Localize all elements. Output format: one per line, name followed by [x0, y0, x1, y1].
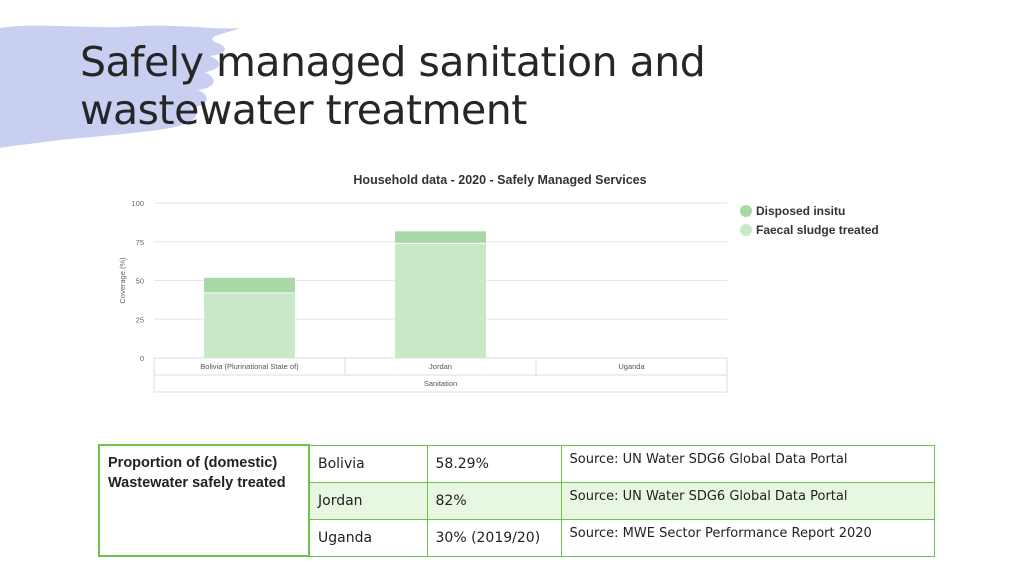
legend-item-disposed-insitu[interactable]: Disposed insitu	[740, 201, 879, 220]
table-cell-country: Jordan	[308, 481, 428, 520]
chart-plot: 0 25 50 75 100 Coverage (%) Bolivia (Plurinati…	[118, 199, 728, 393]
bar-segment	[203, 277, 296, 294]
y-tick-label: 75	[136, 238, 144, 247]
table-row-label: Proportion of (domestic) Wastewater safe…	[98, 444, 310, 557]
bar-segment	[203, 292, 296, 359]
legend-label-disposed-insitu: Disposed insitu	[756, 203, 846, 218]
y-tick-label: 50	[136, 277, 144, 286]
household-chart: Household data - 2020 - Safely Managed S…	[110, 165, 910, 400]
table-cell-country: Bolivia	[308, 444, 428, 483]
table-cell-value: 30% (2019/20)	[426, 518, 562, 557]
slide-title: Safely managed sanitation and wastewater…	[80, 38, 840, 134]
table-cell-country: Uganda	[308, 518, 428, 557]
table-cell-source: Source: MWE Sector Performance Report 20…	[560, 518, 935, 557]
legend-swatch-disposed-insitu	[740, 204, 752, 217]
table-row: Uganda 30% (2019/20) Source: MWE Sector …	[99, 518, 935, 557]
table-cell-value: 82%	[426, 481, 562, 520]
y-tick-label: 100	[131, 199, 144, 208]
y-tick-label: 0	[140, 354, 144, 363]
y-axis-label: Coverage (%)	[118, 257, 127, 304]
table-cell-source: Source: UN Water SDG6 Global Data Portal	[560, 481, 935, 520]
x-group-label: Sanitation	[424, 379, 457, 388]
legend-swatch-faecal-sludge-treated	[740, 223, 752, 236]
legend-item-faecal-sludge-treated[interactable]: Faecal sludge treated	[740, 220, 879, 239]
x-tick-label: Bolivia (Plurinational State of)	[200, 362, 299, 371]
table-row: Jordan 82% Source: UN Water SDG6 Global …	[99, 481, 935, 520]
slide-title-line-1: Safely managed sanitation and	[80, 38, 706, 86]
table-cell-source: Source: UN Water SDG6 Global Data Portal	[560, 444, 935, 483]
chart-title: Household data - 2020 - Safely Managed S…	[353, 173, 647, 187]
table-row: Proportion of (domestic) Wastewater safe…	[98, 444, 935, 557]
table-cell-value: 58.29%	[426, 444, 562, 483]
bar-segment	[394, 242, 487, 359]
slide-title-line-2: wastewater treatment	[80, 86, 527, 134]
legend-label-faecal-sludge-treated: Faecal sludge treated	[756, 222, 879, 237]
y-tick-label: 25	[136, 315, 144, 324]
x-tick-label: Jordan	[429, 362, 452, 371]
chart-legend: Disposed insitu Faecal sludge treated	[740, 201, 879, 239]
x-tick-label: Uganda	[618, 362, 645, 371]
bar-segment	[394, 230, 487, 244]
wastewater-table: Proportion of (domestic) Wastewater safe…	[98, 444, 935, 557]
brush-stroke-decoration	[0, 25, 240, 149]
